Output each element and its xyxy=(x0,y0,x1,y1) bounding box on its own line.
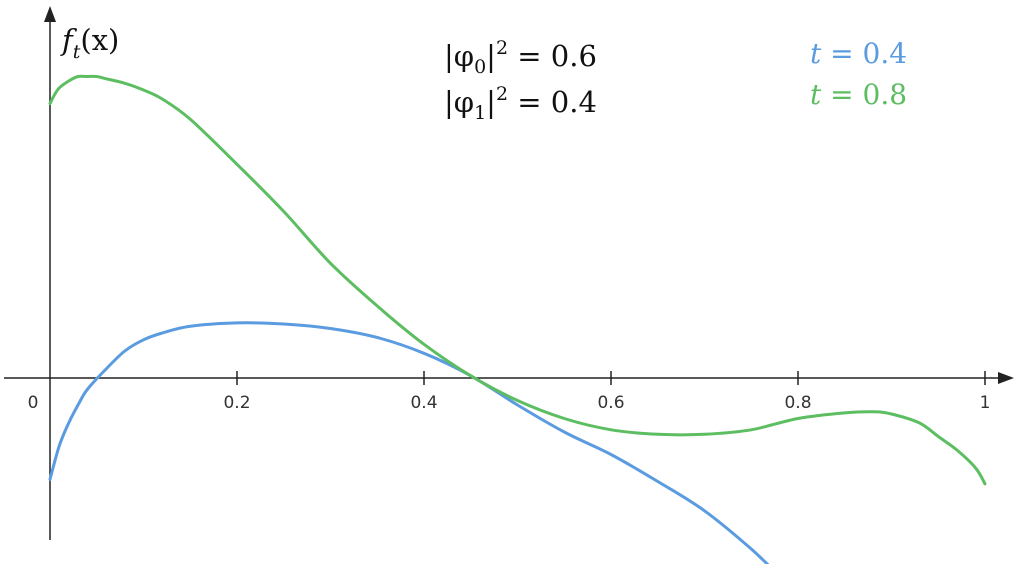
x-ticks: 0 0.2 0.4 0.6 0.8 1 xyxy=(28,371,991,413)
legend-entry-t-0.4: t = 0.4 xyxy=(810,37,907,70)
x-tick-label: 0.6 xyxy=(597,393,624,413)
y-axis-arrow xyxy=(44,6,56,22)
series-line-1 xyxy=(48,74,987,486)
x-tick-label: 0.2 xyxy=(223,393,250,413)
legend-entry-t-0.8: t = 0.8 xyxy=(810,78,907,111)
series-line-0 xyxy=(48,321,770,564)
annotation-phi0: |φ0|2 = 0.6 xyxy=(444,37,597,78)
y-axis-label-x: (x) xyxy=(80,23,119,57)
y-axis-label: ft(x) xyxy=(60,23,119,63)
x-tick-label: 1 xyxy=(980,393,991,413)
x-axis-arrow xyxy=(998,372,1014,384)
x-tick-label: 0.8 xyxy=(784,393,811,413)
y-axis-label-t: t xyxy=(73,41,81,63)
x-tick-label: 0 xyxy=(28,393,39,413)
axes xyxy=(4,6,1014,540)
x-tick-label: 0.4 xyxy=(410,393,437,413)
annotation-phi1: |φ1|2 = 0.4 xyxy=(444,83,597,124)
series-group xyxy=(48,74,987,564)
